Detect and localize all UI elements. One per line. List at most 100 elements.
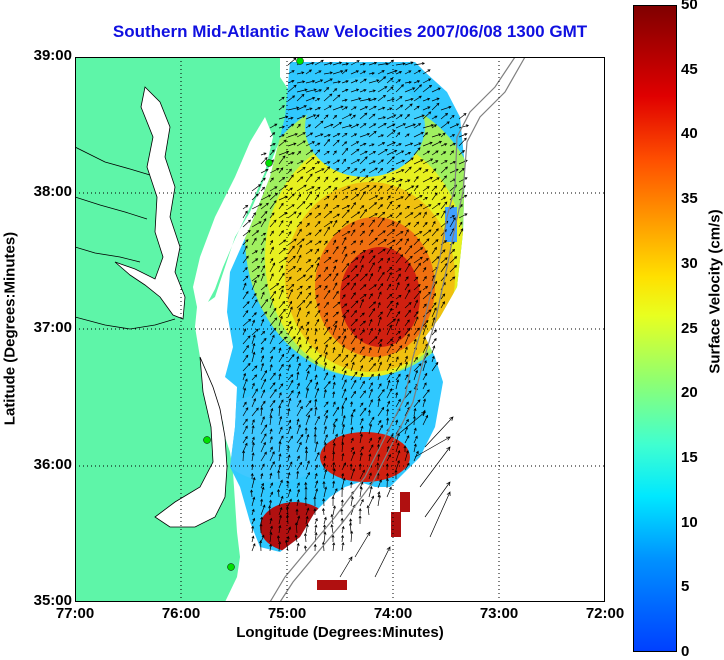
velocity-arrow xyxy=(278,176,286,183)
velocity-arrow xyxy=(323,312,329,318)
velocity-arrow xyxy=(287,84,297,93)
velocity-arrow xyxy=(414,436,451,458)
velocity-arrow xyxy=(269,451,275,462)
velocity-arrow xyxy=(296,285,303,291)
velocity-arrow xyxy=(449,215,456,219)
velocity-arrow xyxy=(404,157,414,165)
velocity-arrow xyxy=(269,363,273,372)
velocity-arrow xyxy=(377,271,385,282)
velocity-arrow xyxy=(359,255,365,264)
velocity-arrow xyxy=(314,149,321,156)
velocity-arrow xyxy=(422,359,427,372)
velocity-arrow xyxy=(350,300,359,309)
velocity-arrow xyxy=(449,114,455,120)
velocity-arrow xyxy=(323,176,329,183)
velocity-arrow xyxy=(386,98,395,102)
colorbar-tick-label: 15 xyxy=(681,448,698,466)
velocity-arrow xyxy=(368,105,377,111)
velocity-arrow xyxy=(287,283,295,291)
velocity-arrow xyxy=(260,416,265,426)
velocity-arrow xyxy=(323,389,327,399)
velocity-arrow xyxy=(287,306,293,318)
velocity-arrow xyxy=(440,201,448,210)
x-tick-label: 74:00 xyxy=(373,605,413,622)
velocity-arrow xyxy=(260,534,265,543)
velocity-arrow xyxy=(323,289,331,300)
velocity-arrow xyxy=(341,314,346,327)
velocity-arrow xyxy=(305,173,313,183)
velocity-arrow xyxy=(305,327,310,336)
velocity-arrow xyxy=(314,161,321,165)
velocity-arrow xyxy=(242,282,247,291)
velocity-arrow xyxy=(269,317,278,327)
velocity-arrow xyxy=(296,488,301,498)
velocity-arrow xyxy=(377,453,381,462)
velocity-arrow xyxy=(431,345,436,354)
velocity-arrow xyxy=(260,284,268,291)
velocity-arrow xyxy=(260,400,266,408)
velocity-arrow xyxy=(314,133,324,138)
velocity-arrow xyxy=(287,425,292,435)
velocity-arrow xyxy=(368,272,373,282)
velocity-arrow xyxy=(386,200,393,210)
velocity-arrow xyxy=(278,202,284,210)
velocity-arrow xyxy=(431,160,439,165)
velocity-arrow xyxy=(368,356,374,363)
x-tick-label: 73:00 xyxy=(479,605,519,622)
velocity-arrow xyxy=(332,94,341,102)
velocity-arrow xyxy=(314,381,319,390)
x-tick-label: 76:00 xyxy=(161,605,201,622)
velocity-arrow xyxy=(422,257,429,264)
velocity-arrow xyxy=(296,88,308,93)
velocity-arrow xyxy=(305,275,313,282)
velocity-arrow xyxy=(350,240,357,246)
velocity-arrow xyxy=(395,362,402,372)
velocity-arrow xyxy=(368,178,375,183)
velocity-arrow xyxy=(323,409,329,417)
velocity-arrow xyxy=(431,150,439,156)
velocity-arrow xyxy=(341,209,350,219)
velocity-arrow xyxy=(314,451,320,462)
velocity-arrow xyxy=(287,419,291,426)
velocity-arrow xyxy=(339,556,353,578)
velocity-cell xyxy=(400,492,410,512)
velocity-arrow xyxy=(395,335,401,345)
velocity-arrow xyxy=(242,318,252,327)
velocity-arrow xyxy=(413,84,423,93)
velocity-arrow xyxy=(287,168,292,174)
velocity-arrow xyxy=(404,462,410,471)
velocity-arrow xyxy=(350,257,359,264)
velocity-arrow xyxy=(386,454,391,462)
velocity-arrow xyxy=(377,94,387,102)
velocity-arrow xyxy=(431,185,438,192)
velocity-arrow xyxy=(431,140,443,147)
colorbar-label: Surface Velocity (cm/s) xyxy=(706,209,724,374)
velocity-arrow xyxy=(386,149,398,156)
velocity-arrow xyxy=(287,389,294,399)
velocity-arrow xyxy=(395,123,407,129)
velocity-arrow xyxy=(395,159,405,165)
velocity-arrow xyxy=(359,239,363,246)
velocity-arrow xyxy=(341,186,351,192)
velocity-arrow xyxy=(287,255,296,264)
velocity-arrow xyxy=(296,336,301,345)
velocity-arrow xyxy=(440,166,448,174)
velocity-arrow xyxy=(323,343,328,354)
velocity-arrow xyxy=(350,123,360,129)
velocity-arrow xyxy=(242,239,249,246)
y-tick-label: 38:00 xyxy=(33,183,72,200)
velocity-arrow xyxy=(278,315,283,327)
velocity-arrow xyxy=(440,293,446,300)
velocity-arrow xyxy=(359,346,365,354)
velocity-arrow xyxy=(422,211,427,219)
velocity-arrow xyxy=(377,167,384,174)
velocity-arrow xyxy=(368,61,378,66)
velocity-arrow xyxy=(404,70,412,75)
velocity-arrow xyxy=(359,498,364,507)
velocity-arrow xyxy=(341,472,345,480)
velocity-arrow xyxy=(413,407,417,417)
velocity-arrow xyxy=(422,204,432,210)
velocity-arrow xyxy=(277,488,281,498)
velocity-arrow xyxy=(341,303,348,309)
velocity-arrow xyxy=(285,505,289,516)
